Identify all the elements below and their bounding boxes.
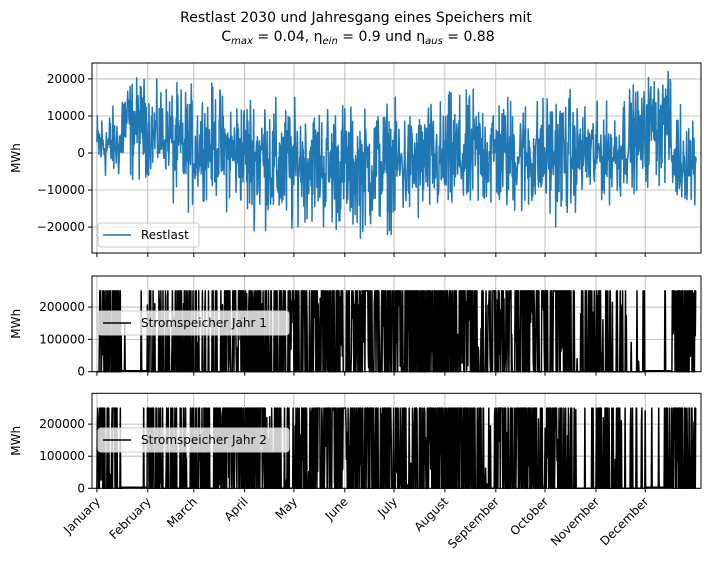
legend-box xyxy=(97,222,200,248)
y-tick-label: 200000 xyxy=(39,300,85,314)
y-axis-label: MWh xyxy=(9,309,23,339)
x-tick-label: November xyxy=(548,494,602,548)
legend-box xyxy=(97,310,290,336)
panel-0: −20000 −10000 0 10000 20000 MWh Restlast xyxy=(9,62,702,257)
x-tick-label: June xyxy=(322,495,351,524)
legend-label: Stromspeicher Jahr 1 xyxy=(141,316,267,330)
x-tick-label: February xyxy=(106,495,154,543)
panel-2: 0 100000 200000 January February March April Ma… xyxy=(9,392,702,551)
series-line-0 xyxy=(96,70,697,239)
chart-title-line2: Cmax = 0.04, ηein = 0.9 und ηaus = 0.88 xyxy=(221,29,494,47)
y-tick-label: −10000 xyxy=(37,183,85,197)
legend: Stromspeicher Jahr 2 xyxy=(97,427,290,453)
title-c-val: = 0.04, xyxy=(253,29,314,45)
title-eta1-sub: ein xyxy=(323,36,338,47)
title-eta1: η xyxy=(314,29,323,45)
x-tick-label: July xyxy=(374,495,400,521)
y-tick-label: 200000 xyxy=(39,417,85,431)
y-tick-label: 10000 xyxy=(47,109,85,123)
axes-frame xyxy=(91,275,702,373)
title-eta2-sub: aus xyxy=(425,36,443,47)
y-axis-label: MWh xyxy=(9,426,23,456)
axes-frame xyxy=(91,392,702,489)
legend-label: Restlast xyxy=(141,228,189,242)
title-eta2: η xyxy=(416,29,425,45)
y-tick-label: −20000 xyxy=(37,220,85,234)
y-tick-label: 100000 xyxy=(39,449,85,463)
x-tick-label: December xyxy=(597,494,651,548)
x-tick-label: October xyxy=(507,494,551,538)
panel-1: 0 100000 200000 MWh Stromspeicher Jahr 1 xyxy=(9,275,702,379)
y-tick-label: 20000 xyxy=(47,72,85,86)
y-tick-label: 0 xyxy=(77,365,85,379)
x-tick-label: May xyxy=(273,495,300,522)
title-c-sub: max xyxy=(231,36,253,47)
y-axis-label: MWh xyxy=(9,143,23,173)
legend-box xyxy=(97,427,290,453)
legend-label: Stromspeicher Jahr 2 xyxy=(141,433,267,447)
axes-frame xyxy=(91,62,702,254)
x-tick-label: April xyxy=(221,495,250,524)
x-tick-label: August xyxy=(411,494,451,534)
y-tick-label: 100000 xyxy=(39,332,85,346)
chart-title-line1: Restlast 2030 und Jahresgang eines Speic… xyxy=(180,10,532,26)
y-tick-label: 0 xyxy=(77,481,85,495)
y-tick-label: 0 xyxy=(77,146,85,160)
x-tick-label: January xyxy=(60,495,103,538)
x-tick-label: September xyxy=(445,494,502,551)
legend: Restlast xyxy=(97,222,200,248)
title-c: C xyxy=(221,29,231,45)
x-tick-label: March xyxy=(164,495,200,531)
title-eta2-val: = 0.88 xyxy=(443,29,495,45)
title-eta1-val: = 0.9 und xyxy=(338,29,416,45)
legend: Stromspeicher Jahr 1 xyxy=(97,310,290,336)
